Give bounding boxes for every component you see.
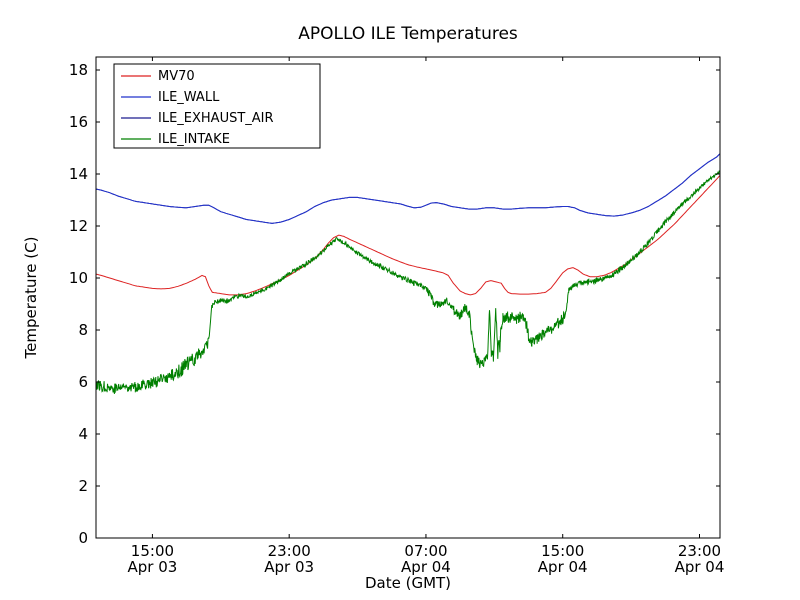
y-tick-label: 2 (78, 477, 88, 495)
x-axis-label: Date (GMT) (365, 574, 451, 592)
y-tick-label: 4 (78, 425, 88, 443)
y-tick-label: 0 (78, 529, 88, 547)
y-axis-label: Temperature (C) (22, 237, 40, 360)
x-tick-date-label: Apr 04 (538, 558, 588, 576)
y-tick-label: 8 (78, 321, 88, 339)
y-tick-label: 10 (69, 269, 88, 287)
chart-title: APOLLO ILE Temperatures (298, 24, 518, 44)
x-tick-date-label: Apr 04 (675, 558, 725, 576)
x-tick-date-label: Apr 03 (128, 558, 178, 576)
x-tick-time-label: 07:00 (404, 542, 447, 560)
y-tick-label: 12 (69, 217, 88, 235)
axes-frame (95, 56, 721, 539)
x-tick-time-label: 15:00 (541, 542, 584, 560)
y-tick-label: 6 (78, 373, 88, 391)
legend-box (113, 63, 321, 149)
y-tick-label: 14 (69, 165, 88, 183)
series-line-ILE_INTAKE (95, 169, 721, 395)
legend-label-ILE_EXHAUST_AIR: ILE_EXHAUST_AIR (158, 111, 274, 126)
series-line-ILE_WALL (95, 153, 721, 224)
legend-label-ILE_WALL: ILE_WALL (158, 90, 220, 105)
legend-label-ILE_INTAKE: ILE_INTAKE (158, 132, 230, 147)
x-tick-time-label: 23:00 (678, 542, 721, 560)
x-tick-date-label: Apr 03 (264, 558, 314, 576)
y-tick-label: 16 (69, 113, 88, 131)
x-tick-time-label: 15:00 (131, 542, 174, 560)
x-tick-time-label: 23:00 (268, 542, 311, 560)
y-tick-label: 18 (69, 61, 88, 79)
series-line-MV70 (95, 174, 721, 296)
legend-label-MV70: MV70 (158, 69, 195, 84)
legend: MV70 ILE_WALL ILE_EXHAUST_AIR ILE_INTAKE (113, 63, 321, 149)
x-tick-date-label: Apr 04 (401, 558, 451, 576)
